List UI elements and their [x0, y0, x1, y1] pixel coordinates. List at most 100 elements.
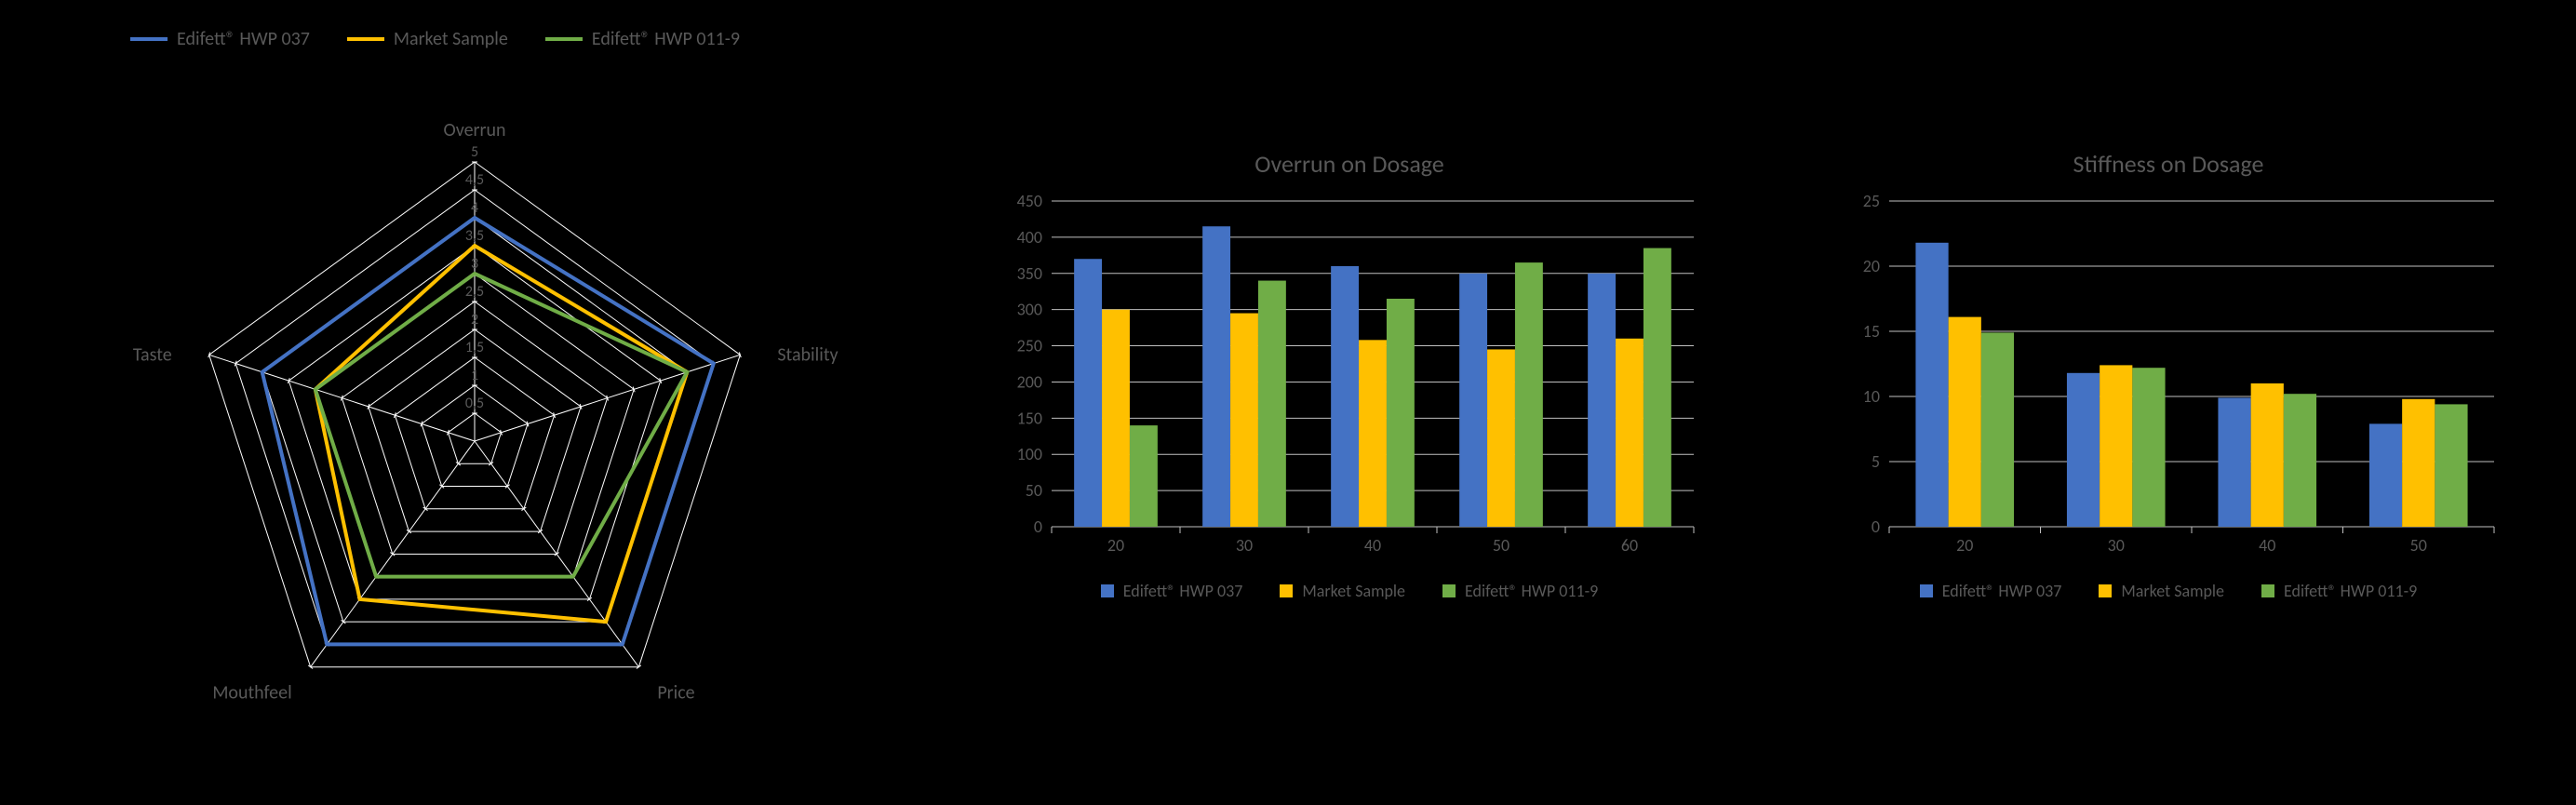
bar-hwp037 [1331, 266, 1359, 527]
legend-swatch [1442, 584, 1456, 597]
svg-text:60: 60 [1621, 535, 1638, 556]
bar-hwp037 [2067, 373, 2100, 527]
bar-market [1487, 349, 1515, 527]
legend-label: Edifett® HWP 037 [1942, 581, 2062, 601]
bar-market [2100, 365, 2132, 527]
svg-text:10: 10 [1863, 386, 1880, 407]
svg-text:20: 20 [1107, 535, 1124, 556]
svg-text:4,5: 4,5 [465, 171, 484, 189]
bar-hwp0119 [1515, 262, 1543, 527]
svg-text:0: 0 [1872, 517, 1880, 537]
bar-market [2251, 383, 2284, 527]
bar-market [1616, 339, 1644, 527]
bar-market [1949, 317, 1981, 527]
bar-hwp037 [2369, 423, 2402, 527]
radar-chart: Edifett® HWP 037 Market Sample Edifett® HW… [74, 28, 912, 776]
stiffness-svg: 0 5 10 15 20 25 20 30 40 50 [1824, 192, 2513, 564]
bar-hwp0119 [2435, 404, 2467, 527]
svg-text:100: 100 [1017, 444, 1042, 464]
bar-hwp0119 [1130, 425, 1158, 527]
svg-text:5: 5 [471, 143, 478, 161]
svg-text:2: 2 [471, 311, 478, 329]
svg-text:3: 3 [471, 255, 478, 273]
svg-text:0: 0 [1034, 517, 1042, 537]
overrun-chart: Overrun on Dosage 0 50 100 150 200 250 300 350 4… [986, 149, 1712, 601]
svg-text:40: 40 [2259, 535, 2275, 556]
legend-label: Edifett® HWP 037 [1123, 581, 1243, 601]
legend-swatch [1920, 584, 1933, 597]
radar-legend: Edifett® HWP 037 Market Sample Edifett® HW… [74, 28, 912, 50]
svg-text:0,5: 0,5 [465, 395, 484, 412]
svg-text:20: 20 [1863, 256, 1880, 276]
legend-label: Edifett® HWP 011-9 [2284, 581, 2417, 601]
svg-text:1: 1 [471, 367, 478, 384]
legend-item-hwp037: Edifett® HWP 037 [1920, 581, 2062, 601]
radar-axis-label: Stability [777, 343, 838, 366]
radar-svg: 0,5 1 1,5 2 2,5 3 3,5 4 4,5 5 Overrun Stability Pric… [74, 50, 912, 776]
radar-axis-label: Taste [133, 343, 172, 366]
bar-hwp037 [2218, 397, 2250, 527]
legend-swatch [130, 37, 168, 41]
bar-hwp0119 [1258, 281, 1286, 527]
bar-market [1359, 340, 1387, 527]
svg-text:25: 25 [1863, 192, 1880, 211]
bar-hwp037 [1074, 259, 1102, 527]
legend-item-market: Market Sample [347, 28, 508, 50]
overrun-legend: Edifett® HWP 037 Market Sample Edifett® HW… [986, 581, 1712, 601]
svg-text:250: 250 [1017, 336, 1042, 356]
legend-item-hwp037: Edifett® HWP 037 [1101, 581, 1243, 601]
legend-swatch [545, 37, 583, 41]
svg-text:30: 30 [1236, 535, 1253, 556]
legend-item-hwp037: Edifett® HWP 037 [130, 28, 310, 50]
bar-hwp0119 [1387, 299, 1415, 527]
svg-text:20: 20 [1956, 535, 1973, 556]
svg-text:150: 150 [1017, 408, 1042, 428]
svg-text:4: 4 [471, 199, 478, 217]
svg-text:50: 50 [1493, 535, 1509, 556]
bar-hwp0119 [2132, 368, 2165, 527]
bar-hwp037 [1588, 274, 1616, 527]
svg-text:15: 15 [1863, 321, 1880, 342]
svg-text:200: 200 [1017, 371, 1042, 392]
svg-text:40: 40 [1364, 535, 1381, 556]
svg-text:5: 5 [1872, 451, 1880, 472]
bar-hwp0119 [1644, 248, 1671, 527]
bar-market [1102, 310, 1130, 527]
overrun-title: Overrun on Dosage [986, 149, 1712, 179]
legend-label: Edifett® HWP 037 [177, 28, 310, 50]
legend-swatch [2261, 584, 2274, 597]
legend-item-hwp0119: Edifett® HWP 011-9 [1442, 581, 1598, 601]
svg-text:300: 300 [1017, 300, 1042, 320]
svg-text:50: 50 [1026, 480, 1042, 501]
legend-label: Edifett® HWP 011-9 [592, 28, 740, 50]
bar-hwp0119 [1981, 332, 2014, 527]
legend-label: Market Sample [2121, 581, 2224, 601]
legend-swatch [347, 37, 384, 41]
bar-hwp0119 [2284, 394, 2316, 527]
bar-hwp037 [1459, 274, 1487, 527]
legend-label: Edifett® HWP 011-9 [1465, 581, 1598, 601]
legend-item-market: Market Sample [2099, 581, 2224, 601]
stiffness-title: Stiffness on Dosage [1824, 149, 2513, 179]
svg-text:50: 50 [2410, 535, 2427, 556]
svg-text:400: 400 [1017, 227, 1042, 248]
legend-item-hwp0119: Edifett® HWP 011-9 [545, 28, 740, 50]
radar-axis-label: Overrun [444, 119, 506, 141]
legend-swatch [1280, 584, 1293, 597]
svg-text:2,5: 2,5 [465, 283, 484, 301]
bar-market [2402, 399, 2435, 527]
svg-text:30: 30 [2108, 535, 2125, 556]
chart-dashboard: Edifett® HWP 037 Market Sample Edifett® HW… [0, 0, 2576, 805]
radar-axis-label: Price [657, 682, 694, 704]
overrun-svg: 0 50 100 150 200 250 300 350 400 450 20 30 40 50 60 [986, 192, 1712, 564]
legend-swatch [1101, 584, 1114, 597]
svg-text:450: 450 [1017, 192, 1042, 211]
legend-label: Market Sample [394, 28, 508, 50]
bar-hwp037 [1202, 226, 1230, 527]
svg-text:1,5: 1,5 [465, 339, 484, 356]
svg-text:3,5: 3,5 [465, 227, 484, 245]
legend-label: Market Sample [1302, 581, 1405, 601]
svg-text:350: 350 [1017, 263, 1042, 284]
radar-axis-label: Mouthfeel [212, 682, 291, 704]
bar-market [1230, 314, 1258, 527]
